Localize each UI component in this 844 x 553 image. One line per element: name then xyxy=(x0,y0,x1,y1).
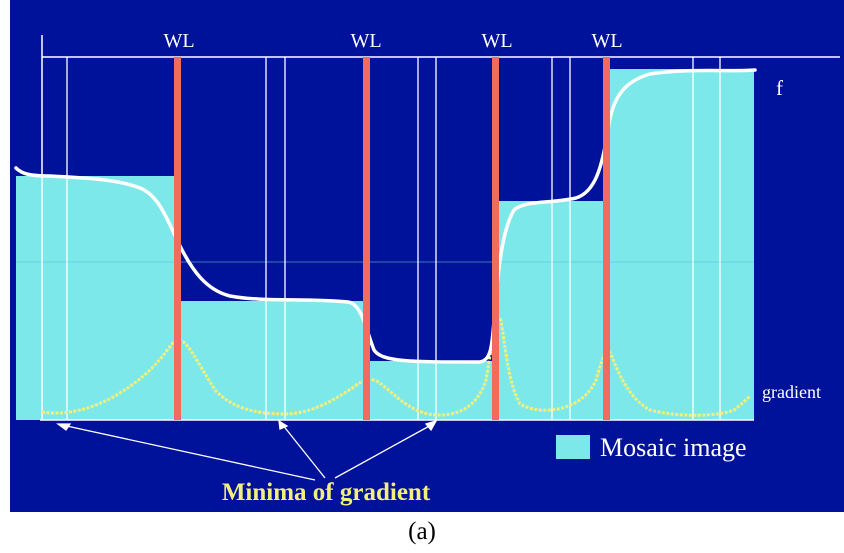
watershed-lines xyxy=(174,57,610,420)
minima-arrowhead xyxy=(278,419,289,430)
mosaic-region-4 xyxy=(495,201,606,420)
watershed-mosaic-diagram: WL WL WL WL f gradient Mosaic image Mini… xyxy=(10,0,844,512)
gradient-curve xyxy=(41,315,752,417)
mosaic-regions xyxy=(16,69,754,420)
mosaic-region-3 xyxy=(366,361,495,420)
watershed-line-2 xyxy=(363,57,370,420)
mosaic-region-1 xyxy=(16,176,177,420)
minima-arrow-line xyxy=(281,423,326,479)
gradient-label: gradient xyxy=(762,382,821,402)
function-label: f xyxy=(776,76,783,100)
wl-label-1: WL xyxy=(163,30,194,52)
wl-label-4: WL xyxy=(591,30,622,52)
minima-arrow-line xyxy=(334,423,434,479)
wl-label-2: WL xyxy=(350,30,381,52)
figure-caption: (a) xyxy=(408,518,436,545)
minima-label: Minima of gradient xyxy=(222,479,431,506)
minima-arrow-line xyxy=(61,424,316,481)
thin-vertical-lines xyxy=(66,57,721,420)
watershed-line-3 xyxy=(492,57,499,420)
mosaic-region-5 xyxy=(606,69,754,420)
legend-swatch xyxy=(556,435,590,459)
wl-label-3: WL xyxy=(481,30,512,52)
mosaic-region-2 xyxy=(177,301,366,420)
minima-arrowhead xyxy=(56,423,72,431)
minima-arrowhead xyxy=(424,419,438,432)
watershed-line-1 xyxy=(174,57,181,420)
watershed-line-4 xyxy=(603,57,610,420)
legend-label: Mosaic image xyxy=(600,433,747,462)
minima-arrows xyxy=(56,419,438,481)
